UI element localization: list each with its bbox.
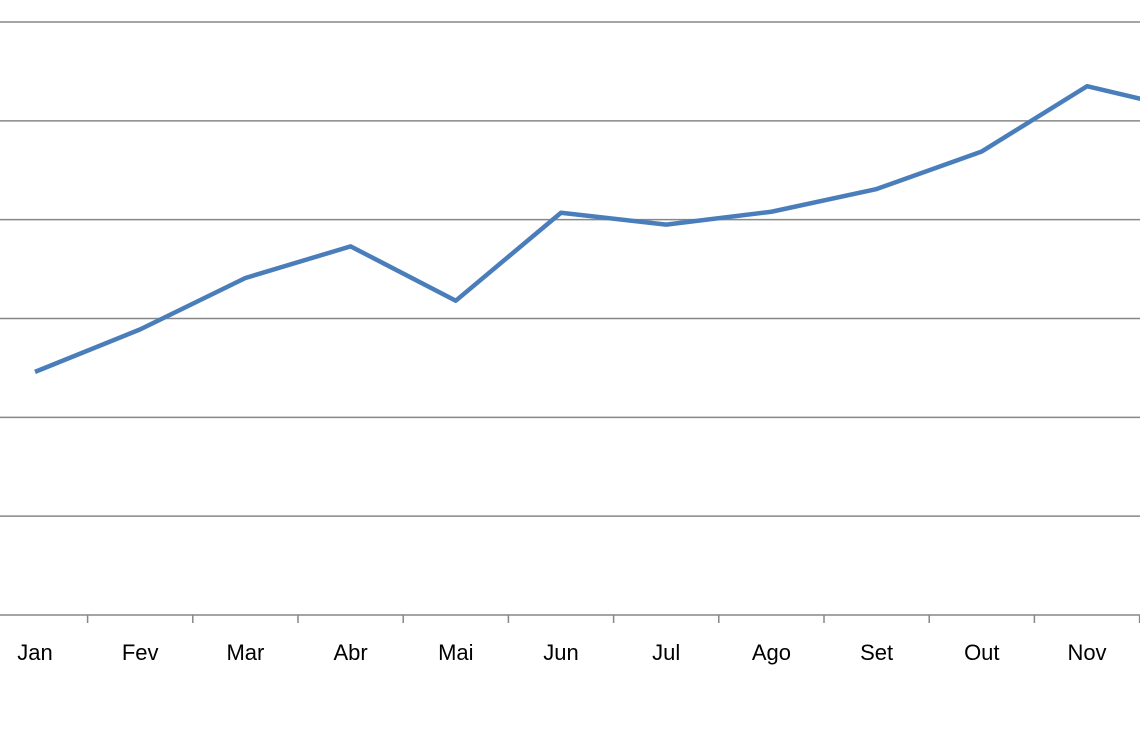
x-tick-label: Jun [543, 640, 578, 665]
x-tick-label: Ago [752, 640, 791, 665]
x-tick-label: Set [860, 640, 893, 665]
x-tick-label: Out [964, 640, 999, 665]
x-tick-label: Nov [1067, 640, 1106, 665]
x-tick-label: Abr [333, 640, 367, 665]
x-tick-label: Fev [122, 640, 159, 665]
x-tick-label: Mar [226, 640, 264, 665]
x-tick-label: Jul [652, 640, 680, 665]
x-tick-label: Jan [17, 640, 52, 665]
x-tick-label: Mai [438, 640, 473, 665]
data-line [34, 83, 1140, 374]
